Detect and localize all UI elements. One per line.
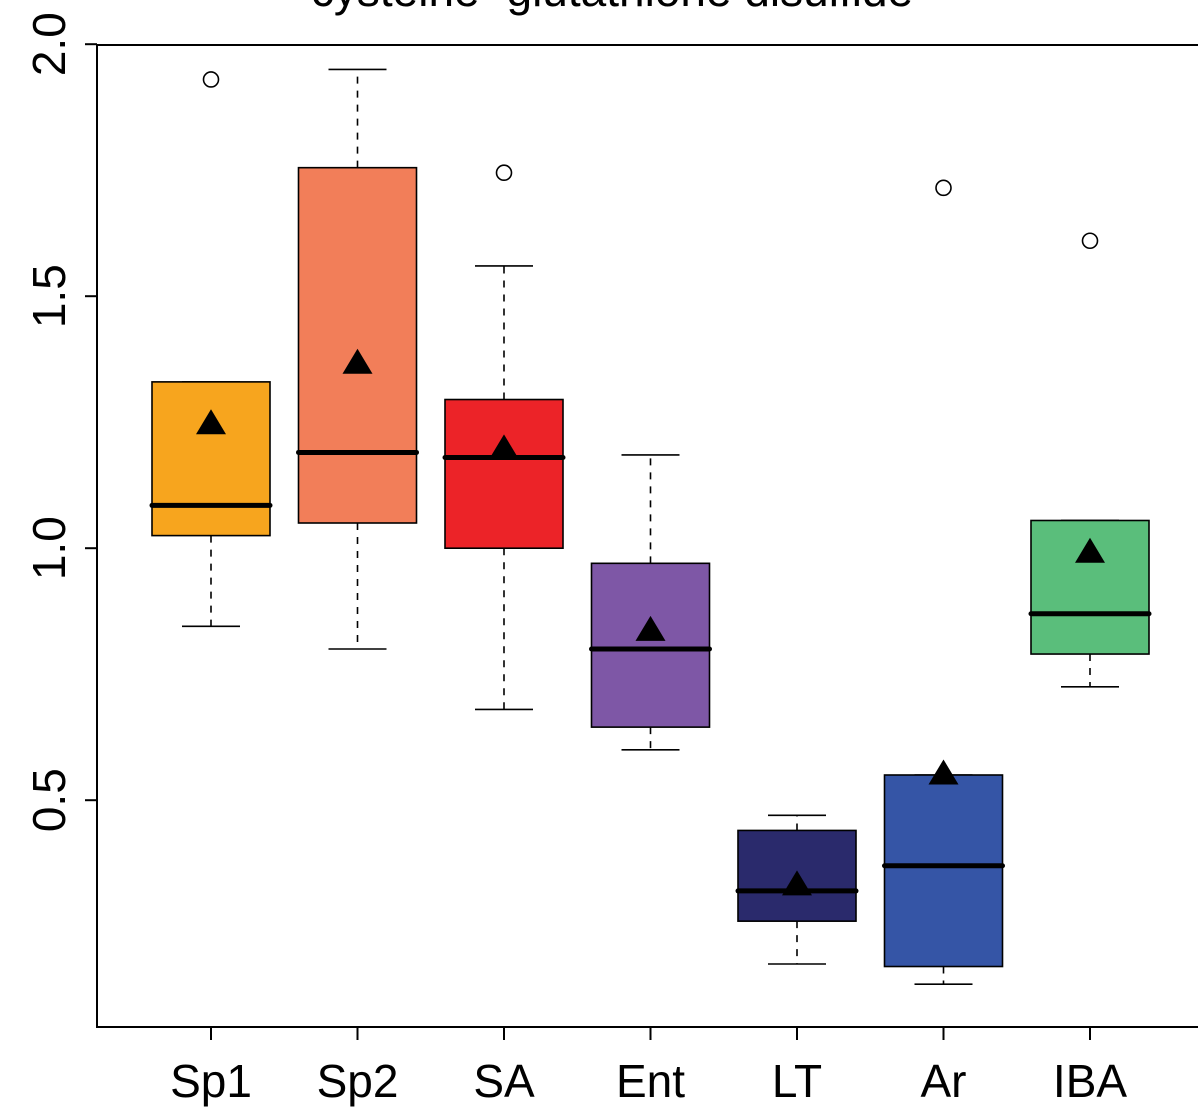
- box-ent: [590, 562, 711, 728]
- box-sp2: [297, 166, 418, 524]
- x-tick-label: SA: [473, 1055, 535, 1107]
- mean-marker: [782, 870, 812, 896]
- x-tick-label: Sp1: [170, 1055, 252, 1107]
- box-sa: [444, 398, 564, 549]
- mean-marker: [635, 615, 666, 641]
- x-tick-label: Sp2: [317, 1055, 399, 1107]
- y-tick-label: 1.0: [23, 516, 75, 580]
- y-tick-label: 2.0: [23, 12, 75, 76]
- box-sp1: [151, 381, 271, 537]
- outlier-point: [935, 179, 952, 197]
- mean-marker: [196, 409, 226, 435]
- x-tick-label: Ar: [921, 1055, 967, 1107]
- mean-marker: [342, 348, 373, 374]
- chart-title: cysteine−glutathione disulfide: [311, 0, 913, 16]
- mean-marker: [1075, 537, 1105, 563]
- plot-area: 0.5 1.0 1.5 2.0 Sp1 Sp2 SA Ent LT Ar IBA: [23, 12, 1198, 1107]
- x-tick-label: IBA: [1053, 1055, 1127, 1107]
- x-tick-label: LT: [772, 1055, 822, 1107]
- outlier-point: [1081, 232, 1099, 250]
- x-tick-label: Ent: [616, 1055, 685, 1107]
- mean-marker: [928, 759, 959, 785]
- y-tick-label: 1.5: [23, 264, 75, 328]
- box-ar: [883, 774, 1004, 968]
- y-tick-label: 0.5: [23, 768, 75, 832]
- mean-marker: [489, 434, 519, 460]
- outlier-point: [202, 71, 220, 88]
- outlier-point: [495, 164, 513, 182]
